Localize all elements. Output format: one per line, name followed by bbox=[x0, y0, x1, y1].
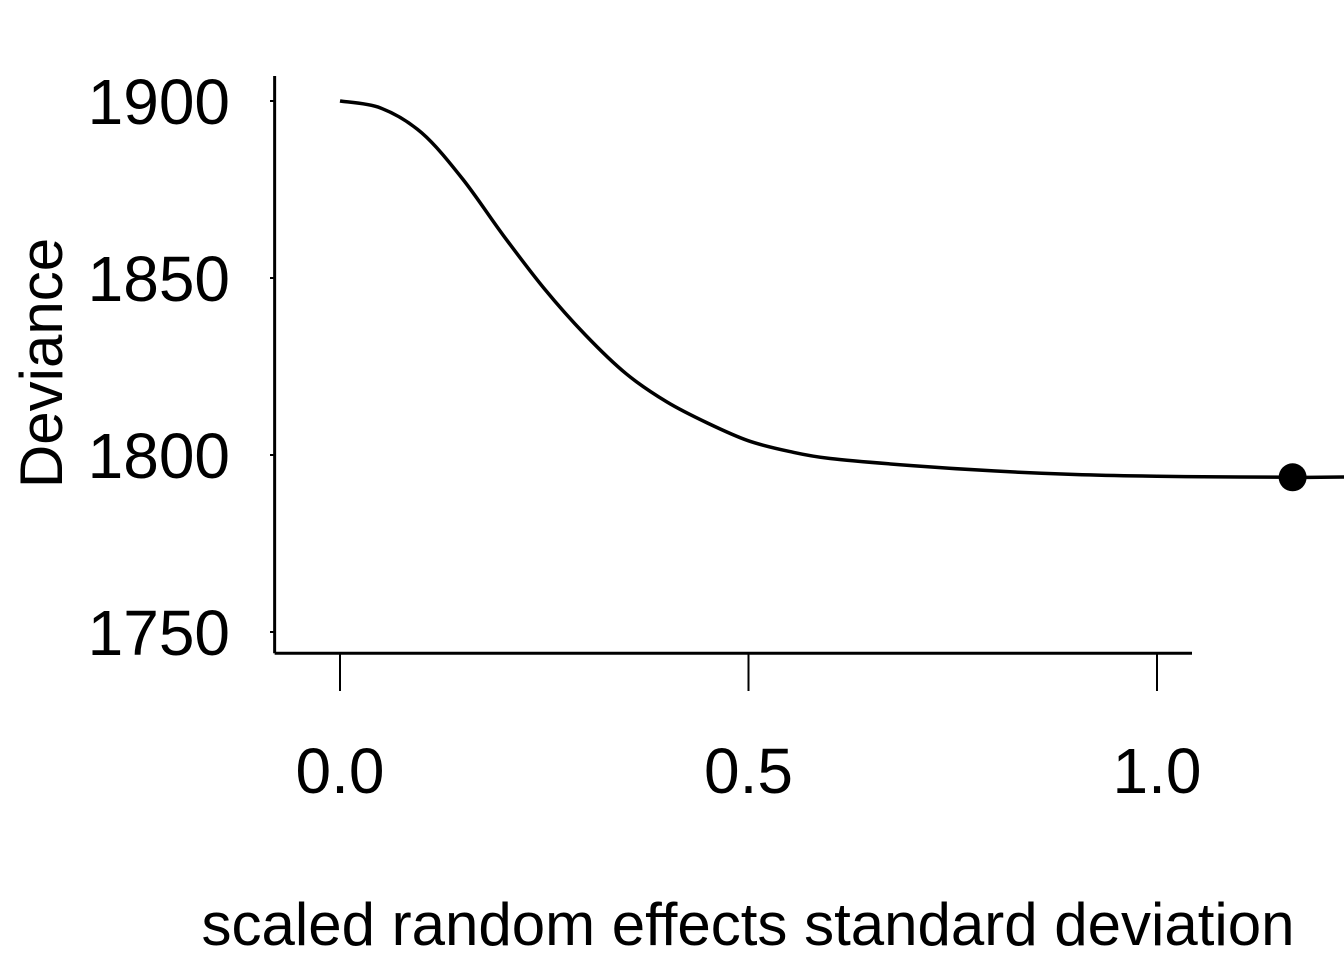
x-tick-label: 0.5 bbox=[704, 735, 793, 807]
y-axis-title: Deviance bbox=[8, 238, 75, 488]
x-tick-label: 0.0 bbox=[296, 735, 385, 807]
y-tick-label: 1900 bbox=[88, 66, 230, 138]
y-tick-label: 1750 bbox=[88, 597, 230, 669]
y-tick-label: 1850 bbox=[88, 243, 230, 315]
y-tick-label: 1800 bbox=[88, 420, 230, 492]
plot-area bbox=[339, 99, 1344, 492]
minimum-point bbox=[1278, 463, 1307, 492]
axes bbox=[273, 76, 1192, 655]
x-tick-label: 1.0 bbox=[1113, 735, 1202, 807]
deviance-curve bbox=[339, 99, 1344, 480]
x-axis-title: scaled random effects standard deviation bbox=[202, 891, 1295, 958]
